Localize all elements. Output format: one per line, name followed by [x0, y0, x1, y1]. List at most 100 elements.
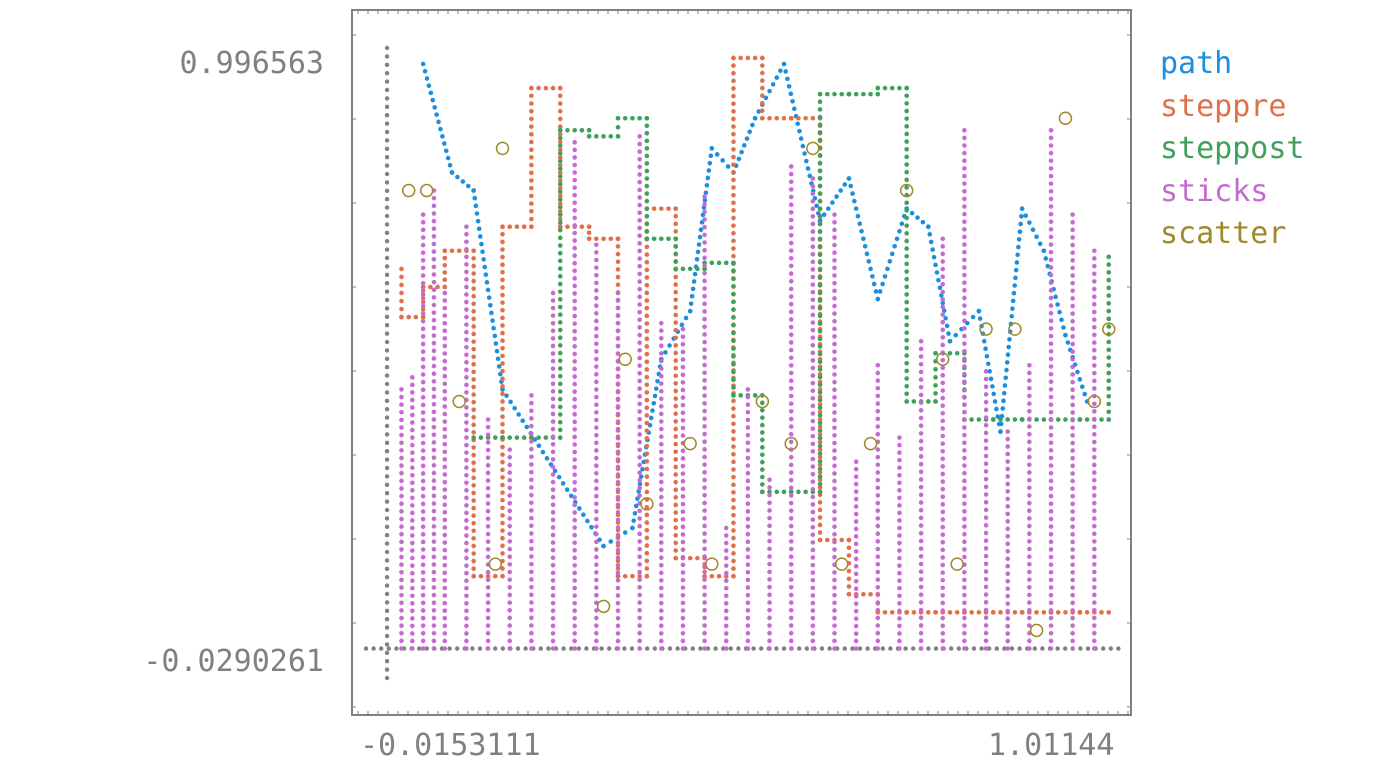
stick-point — [637, 585, 642, 590]
steppre-point — [579, 224, 585, 230]
steppost-point — [731, 377, 736, 383]
y-axis-dot — [384, 104, 390, 110]
stick-point — [464, 277, 469, 282]
stick-point — [680, 585, 686, 590]
path-point — [781, 61, 787, 67]
steppost-point — [817, 260, 823, 265]
stick-point — [940, 327, 946, 333]
stick-point — [788, 194, 794, 200]
steppre-point — [644, 244, 650, 250]
steppost-point — [904, 124, 909, 129]
steppre-point — [471, 467, 476, 473]
stick-point — [810, 638, 816, 644]
stick-point — [1048, 592, 1054, 598]
steppost-point — [1106, 378, 1112, 384]
stick-point — [431, 569, 437, 575]
path-point — [696, 242, 702, 247]
steppre-point — [824, 537, 830, 543]
stick-point — [442, 441, 448, 447]
steppost-point — [760, 452, 765, 458]
stick-point — [637, 546, 642, 552]
stick-point — [983, 399, 989, 405]
stick-point — [572, 449, 577, 455]
steppost-point — [608, 134, 614, 139]
steppost-point — [817, 122, 823, 128]
stick-point — [572, 608, 577, 614]
steppre-point — [471, 536, 476, 541]
stick-point — [767, 492, 772, 498]
stick-point — [615, 615, 621, 621]
stick-point — [745, 562, 751, 567]
stick-point — [788, 477, 794, 483]
stick-point — [745, 417, 751, 423]
stick-point — [788, 393, 794, 399]
stick-point — [1070, 341, 1075, 347]
stick-point — [940, 395, 946, 401]
steppre-point — [529, 209, 534, 214]
stick-point — [615, 419, 621, 424]
path-point — [516, 412, 521, 417]
steppost-point — [557, 158, 563, 164]
stick-point — [788, 409, 794, 414]
stick-point — [940, 464, 946, 469]
stick-point — [485, 615, 491, 621]
stick-point — [1048, 425, 1054, 430]
stick-point — [702, 194, 707, 199]
stick-point — [680, 334, 686, 340]
stick-point — [420, 608, 426, 613]
stick-point — [940, 388, 946, 393]
steppre-point — [500, 323, 505, 328]
y-axis-dot — [384, 314, 390, 319]
stick-point — [658, 351, 664, 356]
stick-point — [594, 516, 599, 522]
path-point — [953, 332, 959, 338]
y-axis-dot — [384, 373, 390, 378]
stick-point — [723, 616, 729, 621]
steppre-point — [644, 512, 650, 518]
path-point — [690, 286, 696, 292]
stick-point — [550, 615, 556, 621]
path-point — [653, 386, 659, 391]
scatter-point — [950, 557, 964, 571]
steppost-point — [817, 99, 823, 105]
stick-point — [962, 310, 967, 316]
steppre-point — [500, 292, 505, 298]
stick-point — [788, 309, 794, 315]
stick-point — [832, 493, 837, 499]
stick-point — [962, 486, 967, 491]
steppost-point — [817, 168, 823, 173]
steppre-point — [1106, 610, 1112, 615]
stick-point — [550, 563, 556, 568]
stick-point — [550, 441, 556, 447]
steppost-point — [752, 393, 758, 398]
y-axis-dot — [384, 348, 390, 353]
stick-point — [572, 306, 577, 311]
steppre-point — [817, 515, 823, 520]
stick-point — [1092, 485, 1097, 491]
stick-point — [399, 387, 404, 392]
steppre-point — [673, 426, 679, 432]
stick-point — [810, 335, 816, 340]
path-point — [424, 76, 430, 81]
steppost-point — [644, 198, 650, 204]
y-axis-dot — [384, 541, 390, 546]
steppost-point — [644, 168, 650, 174]
stick-point — [410, 585, 415, 591]
stick-point — [680, 478, 686, 484]
stick-point — [810, 358, 816, 363]
stick-point — [507, 554, 513, 560]
stick-point — [594, 577, 599, 583]
stick-point — [1048, 448, 1054, 453]
stick-point — [431, 638, 437, 644]
stick-point — [442, 472, 448, 477]
steppre-point — [557, 193, 563, 199]
stick-point — [1070, 258, 1075, 263]
stick-point — [1070, 235, 1075, 240]
stick-point — [680, 380, 686, 385]
path-point — [927, 232, 933, 237]
stick-point — [594, 455, 599, 461]
steppost-point — [1055, 417, 1061, 422]
path-point — [821, 212, 827, 217]
stick-point — [1048, 257, 1054, 263]
steppost-point — [673, 259, 679, 264]
